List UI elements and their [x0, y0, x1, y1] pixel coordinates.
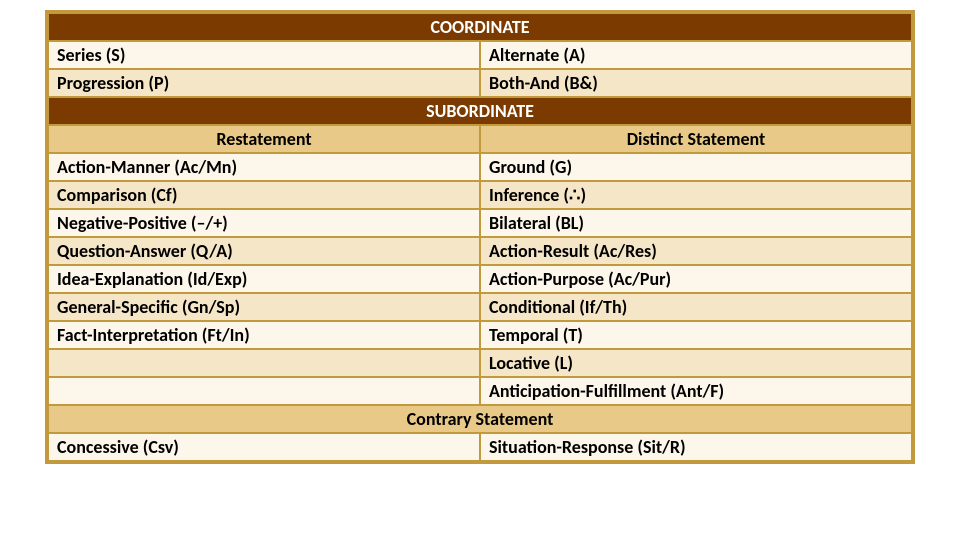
sub-right-7: Locative (L) [480, 349, 912, 377]
subheader-distinct: Distinct Statement [480, 125, 912, 153]
coordinate-left-1: Progression (P) [48, 69, 480, 97]
sub-left-6: Fact-Interpretation (Ft/In) [48, 321, 480, 349]
coordinate-header: COORDINATE [48, 13, 912, 41]
subordinate-header: SUBORDINATE [48, 97, 912, 125]
sub-right-1: Inference (∴) [480, 181, 912, 209]
sub-left-5: General-Specific (Gn/Sp) [48, 293, 480, 321]
sub-left-4: Idea-Explanation (Id/Exp) [48, 265, 480, 293]
sub-left-0: Action-Manner (Ac/Mn) [48, 153, 480, 181]
relations-table: COORDINATESeries (S)Alternate (A)Progres… [45, 10, 915, 464]
sub-right-5: Conditional (If/Th) [480, 293, 912, 321]
sub-right-0: Ground (G) [480, 153, 912, 181]
sub-right-8: Anticipation-Fulfillment (Ant/F) [480, 377, 912, 405]
sub-left-7 [48, 349, 480, 377]
sub-right-4: Action-Purpose (Ac/Pur) [480, 265, 912, 293]
subheader-restatement: Restatement [48, 125, 480, 153]
sub-right-2: Bilateral (BL) [480, 209, 912, 237]
contrary-header: Contrary Statement [48, 405, 912, 433]
sub-right-6: Temporal (T) [480, 321, 912, 349]
coordinate-right-1: Both-And (B&) [480, 69, 912, 97]
contrary-left-0: Concessive (Csv) [48, 433, 480, 461]
sub-right-3: Action-Result (Ac/Res) [480, 237, 912, 265]
sub-left-3: Question-Answer (Q/A) [48, 237, 480, 265]
sub-left-8 [48, 377, 480, 405]
coordinate-left-0: Series (S) [48, 41, 480, 69]
sub-left-1: Comparison (Cf) [48, 181, 480, 209]
sub-left-2: Negative-Positive (–/+) [48, 209, 480, 237]
coordinate-right-0: Alternate (A) [480, 41, 912, 69]
contrary-right-0: Situation-Response (Sit/R) [480, 433, 912, 461]
